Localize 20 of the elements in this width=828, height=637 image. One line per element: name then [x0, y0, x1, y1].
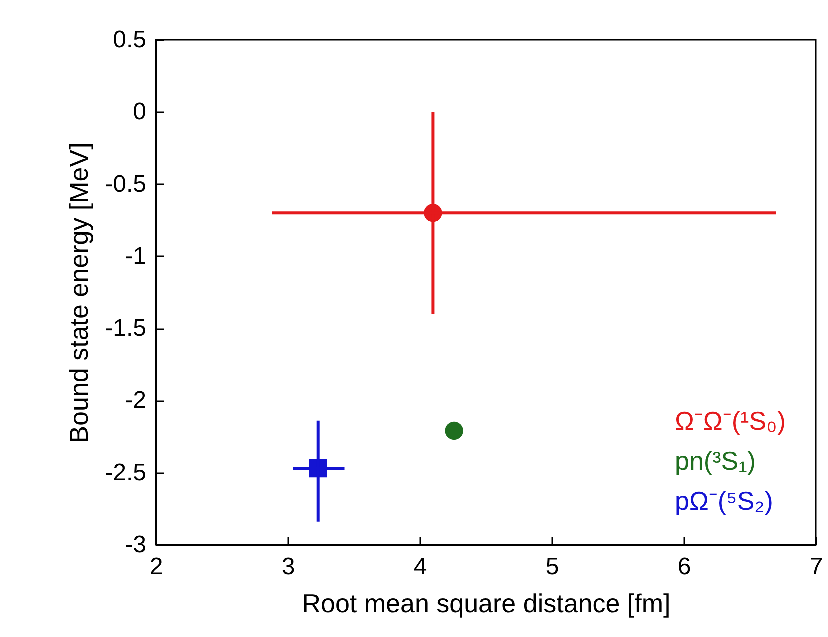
- x-tick-label: 4: [414, 554, 428, 580]
- y-tick-label: 0.5: [113, 26, 146, 54]
- x-tick-label: 5: [546, 554, 560, 580]
- text: Ω⁻Ω⁻(¹S₀): [675, 406, 786, 436]
- point: [445, 422, 464, 440]
- text: pn(³S₁): [675, 446, 756, 476]
- y-tick-label: -1: [125, 242, 146, 270]
- x-tick-label: 2: [150, 554, 164, 580]
- x-tick-label: 7: [810, 554, 824, 580]
- y-tick-label: -2.5: [105, 459, 146, 486]
- y-axis-title: Bound state energy [MeV]: [64, 142, 94, 444]
- y-tick-label: 0: [133, 98, 146, 126]
- y-tick-label: -0.5: [105, 170, 146, 198]
- y-tick-label: -1.5: [105, 315, 146, 342]
- y-tick-label: -2: [125, 387, 146, 414]
- x-axis-title: Root mean square distance [fm]: [302, 588, 671, 618]
- y-tick-label: -3: [125, 532, 146, 558]
- x-tick-label: 6: [678, 554, 692, 580]
- x-tick-label: 3: [282, 554, 296, 580]
- text: pΩ⁻(⁵S₂): [675, 486, 774, 516]
